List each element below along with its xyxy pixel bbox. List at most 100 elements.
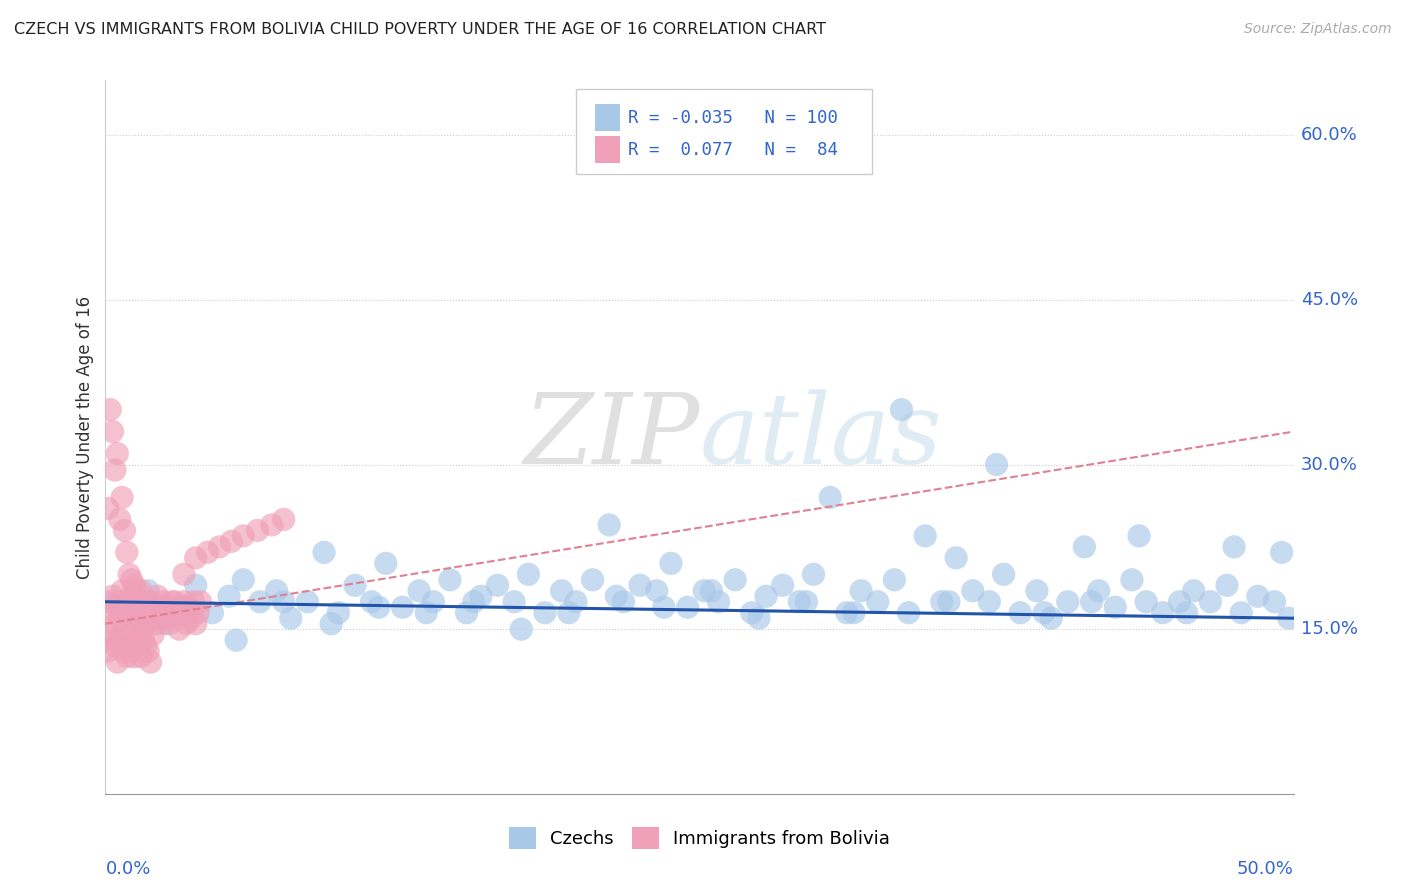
Point [1104, 600, 1126, 615]
Point [273, 512, 295, 526]
Point [517, 567, 540, 582]
Point [486, 578, 509, 592]
Point [143, 600, 166, 615]
Point [105, 595, 128, 609]
Point [558, 606, 581, 620]
Point [945, 550, 967, 565]
Point [1033, 606, 1056, 620]
Point [146, 616, 169, 631]
Point [98, 606, 121, 620]
Point [962, 583, 984, 598]
Point [1182, 583, 1205, 598]
Point [136, 644, 159, 658]
Point [121, 644, 143, 658]
Point [218, 589, 240, 603]
Point [221, 534, 243, 549]
Text: 45.0%: 45.0% [1301, 291, 1358, 309]
Point [328, 606, 350, 620]
Point [166, 611, 188, 625]
Point [115, 595, 138, 609]
Point [1278, 611, 1301, 625]
Text: atlas: atlas [700, 390, 942, 484]
Point [190, 595, 212, 609]
Point [1087, 583, 1109, 598]
Point [142, 611, 165, 625]
Text: 30.0%: 30.0% [1301, 456, 1358, 474]
Point [122, 611, 145, 625]
Point [367, 600, 389, 615]
Point [101, 589, 124, 603]
Point [184, 616, 207, 631]
Point [232, 529, 254, 543]
Point [1128, 529, 1150, 543]
Point [153, 616, 176, 631]
Point [1175, 606, 1198, 620]
Point [849, 583, 872, 598]
Point [201, 606, 224, 620]
Point [128, 611, 150, 625]
Point [1199, 595, 1222, 609]
Point [101, 425, 124, 439]
Point [118, 628, 141, 642]
Point [122, 649, 145, 664]
Point [118, 567, 141, 582]
Point [273, 595, 295, 609]
Point [1025, 583, 1047, 598]
Point [321, 616, 343, 631]
Text: 60.0%: 60.0% [1301, 126, 1357, 145]
Point [408, 583, 430, 598]
Point [391, 600, 413, 615]
Point [1080, 595, 1102, 609]
Point [360, 595, 382, 609]
Point [1040, 611, 1063, 625]
Text: R =  0.077   N =  84: R = 0.077 N = 84 [628, 141, 838, 159]
Point [114, 622, 136, 636]
Point [97, 595, 120, 609]
Point [153, 611, 176, 625]
Point [105, 600, 128, 615]
Point [803, 567, 825, 582]
Point [249, 595, 271, 609]
Point [693, 583, 716, 598]
Point [986, 458, 1008, 472]
Point [866, 595, 889, 609]
Point [1135, 595, 1157, 609]
Point [108, 633, 131, 648]
Point [125, 583, 148, 598]
Point [111, 491, 134, 505]
Point [184, 578, 207, 592]
Point [104, 463, 127, 477]
Point [122, 578, 145, 592]
Point [772, 578, 794, 592]
Point [135, 595, 157, 609]
Point [1073, 540, 1095, 554]
Point [581, 573, 603, 587]
Point [1010, 606, 1032, 620]
Point [510, 622, 533, 636]
Point [890, 402, 912, 417]
Point [225, 633, 247, 648]
Point [700, 583, 723, 598]
Point [132, 622, 155, 636]
Point [463, 595, 485, 609]
Point [187, 606, 209, 620]
Point [98, 628, 121, 642]
Point [101, 633, 124, 648]
Point [136, 583, 159, 598]
Point [1271, 545, 1294, 559]
Point [297, 595, 319, 609]
Point [170, 606, 193, 620]
Point [108, 512, 131, 526]
Point [818, 491, 841, 505]
Point [1223, 540, 1246, 554]
Point [105, 655, 128, 669]
Point [114, 524, 136, 538]
Point [104, 616, 127, 631]
Point [707, 595, 730, 609]
Point [232, 573, 254, 587]
Point [160, 606, 183, 620]
Point [456, 606, 478, 620]
Text: ZIP: ZIP [523, 390, 700, 484]
Point [748, 611, 770, 625]
Point [1121, 573, 1143, 587]
